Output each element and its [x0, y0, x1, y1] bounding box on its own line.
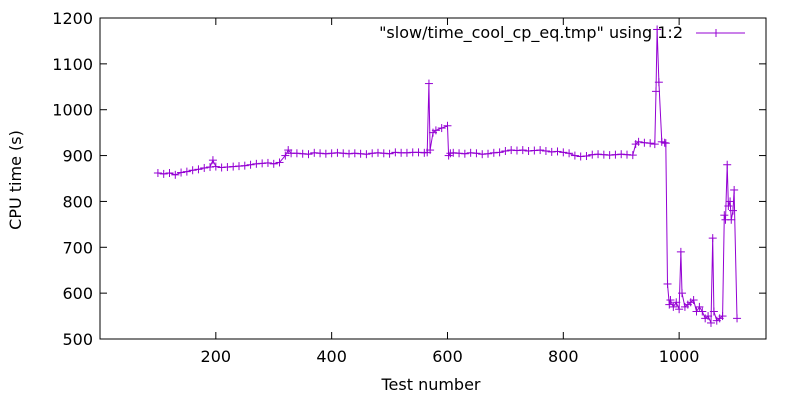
data-point: [541, 146, 550, 155]
data-point: [654, 78, 663, 87]
data-point: [194, 165, 203, 174]
x-axis-title: Test number: [380, 375, 480, 394]
data-point: [559, 148, 568, 157]
data-point: [651, 87, 660, 96]
data-point: [460, 149, 469, 158]
legend: "slow/time_cool_cp_eq.tmp" using 1:2: [379, 23, 745, 43]
data-point: [426, 146, 435, 155]
data-point: [704, 312, 713, 321]
data-point: [240, 161, 249, 170]
y-tick-label: 1000: [52, 101, 93, 120]
data-point: [501, 146, 510, 155]
plot-frame: [99, 17, 767, 340]
data-point: [495, 148, 504, 157]
data-point: [553, 147, 562, 156]
data-point: [188, 166, 197, 175]
data-point: [720, 211, 729, 220]
x-tick-label: 800: [548, 347, 579, 366]
data-point: [728, 206, 737, 215]
data-point: [211, 162, 220, 171]
data-point: [208, 156, 217, 165]
data-point: [246, 160, 255, 169]
x-tick-label: 600: [432, 347, 463, 366]
y-tick-label: 800: [62, 192, 93, 211]
data-point: [676, 247, 685, 256]
y-tick-label: 1100: [52, 55, 93, 74]
data-point: [431, 126, 440, 135]
x-tick-label: 400: [316, 347, 347, 366]
x-axis: 200 400 600 800 1000: [201, 18, 700, 366]
data-point: [695, 302, 704, 311]
data-point: [675, 305, 684, 314]
data-point: [443, 121, 452, 130]
data-point: [646, 139, 655, 148]
y-tick-label: 600: [62, 284, 93, 303]
data-point: [281, 151, 290, 160]
y-axis-title: CPU time (s): [6, 130, 25, 230]
data-point: [669, 302, 678, 311]
data-point: [672, 298, 681, 307]
y-tick-label: 700: [62, 238, 93, 257]
data-point: [472, 149, 481, 158]
data-point: [424, 79, 433, 88]
data-point: [706, 318, 715, 327]
data-point: [733, 314, 742, 323]
data-point: [730, 185, 739, 194]
data-point: [182, 167, 191, 176]
data-point: [570, 151, 579, 160]
data-point: [724, 202, 733, 211]
data-point: [385, 149, 394, 158]
y-axis: 500 600 700 800 900 1000 1100 1200: [52, 9, 766, 349]
data-point: [582, 152, 591, 161]
data-point: [708, 234, 717, 243]
data-point: [666, 296, 675, 305]
data-point: [437, 124, 446, 133]
data-point: [275, 158, 284, 167]
data-point: [628, 151, 637, 160]
data-point: [726, 197, 735, 206]
y-tick-label: 1200: [52, 9, 93, 28]
data-point: [304, 150, 313, 159]
data-point: [536, 146, 545, 155]
y-tick-label: 500: [62, 330, 93, 349]
data-point: [362, 150, 371, 159]
data-point: [723, 160, 732, 169]
data-point: [653, 25, 662, 34]
data-point: [484, 149, 493, 158]
data-point: [153, 168, 162, 177]
data-point: [718, 312, 727, 321]
x-tick-label: 1000: [659, 347, 700, 366]
data-point: [709, 307, 718, 316]
data-point: [650, 140, 659, 149]
x-tick-label: 200: [201, 347, 232, 366]
data-point: [727, 215, 736, 224]
plot-border: [99, 17, 767, 340]
data-point: [200, 163, 209, 172]
data-point: [634, 137, 643, 146]
data-point: [269, 159, 278, 168]
data-point: [159, 169, 168, 178]
data-point: [165, 168, 174, 177]
series-group: [153, 25, 742, 327]
data-point: [665, 300, 674, 309]
data-point: [698, 307, 707, 316]
data-point: [661, 139, 670, 148]
data-point: [663, 279, 672, 288]
y-tick-label: 900: [62, 147, 93, 166]
data-point: [171, 170, 180, 179]
data-point: [518, 146, 527, 155]
data-point: [177, 168, 186, 177]
data-point: [565, 149, 574, 158]
legend-label: "slow/time_cool_cp_eq.tmp" using 1:2: [379, 23, 683, 43]
series-line: [157, 29, 738, 324]
data-point: [689, 296, 698, 305]
data-point: [263, 158, 272, 167]
data-point: [678, 289, 687, 298]
